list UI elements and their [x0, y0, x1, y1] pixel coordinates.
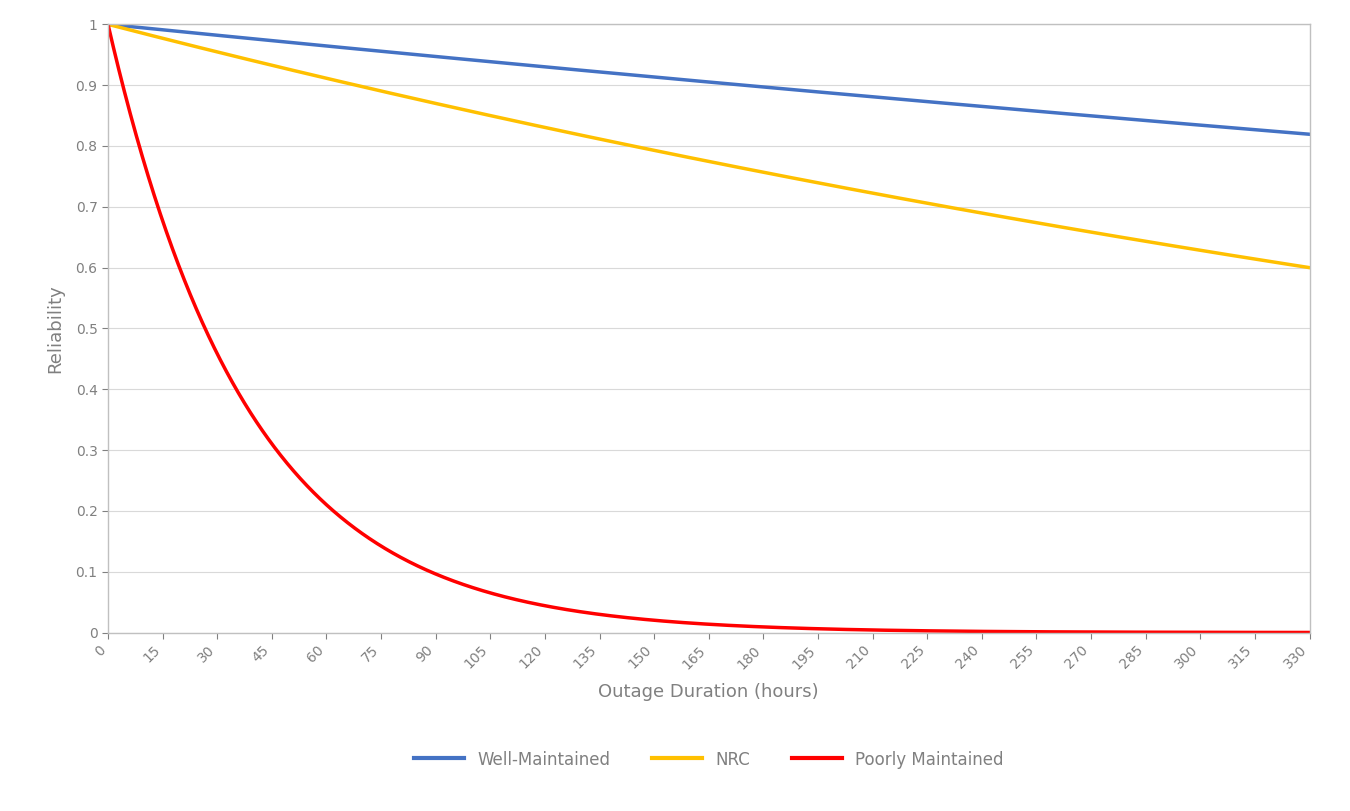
Poorly Maintained [1266, 628, 1282, 637]
Well-Maintained [100, 19, 116, 29]
Poorly Maintained [684, 618, 701, 628]
Y-axis label: Reliability: Reliability [46, 284, 65, 373]
Poorly Maintained [652, 616, 668, 625]
NRC [652, 147, 668, 157]
Poorly Maintained [161, 235, 177, 245]
Well-Maintained [161, 26, 177, 36]
Well-Maintained [1266, 127, 1282, 136]
NRC [684, 153, 701, 163]
NRC [100, 19, 116, 29]
Poorly Maintained [100, 19, 116, 29]
Well-Maintained [652, 73, 668, 83]
X-axis label: Outage Duration (hours): Outage Duration (hours) [598, 683, 819, 701]
Poorly Maintained [1301, 628, 1318, 637]
NRC [1266, 257, 1282, 267]
NRC [161, 35, 177, 45]
Well-Maintained [684, 75, 701, 85]
Well-Maintained [1046, 108, 1062, 118]
Well-Maintained [1266, 127, 1282, 136]
Legend: Well-Maintained, NRC, Poorly Maintained: Well-Maintained, NRC, Poorly Maintained [408, 744, 1010, 776]
Poorly Maintained [1046, 627, 1062, 637]
NRC [1266, 257, 1282, 267]
Line: NRC: NRC [108, 24, 1310, 268]
Poorly Maintained [1266, 628, 1282, 637]
NRC [1046, 221, 1062, 230]
Line: Well-Maintained: Well-Maintained [108, 24, 1310, 135]
Line: Poorly Maintained: Poorly Maintained [108, 24, 1310, 633]
Well-Maintained [1301, 130, 1318, 139]
NRC [1301, 263, 1318, 272]
